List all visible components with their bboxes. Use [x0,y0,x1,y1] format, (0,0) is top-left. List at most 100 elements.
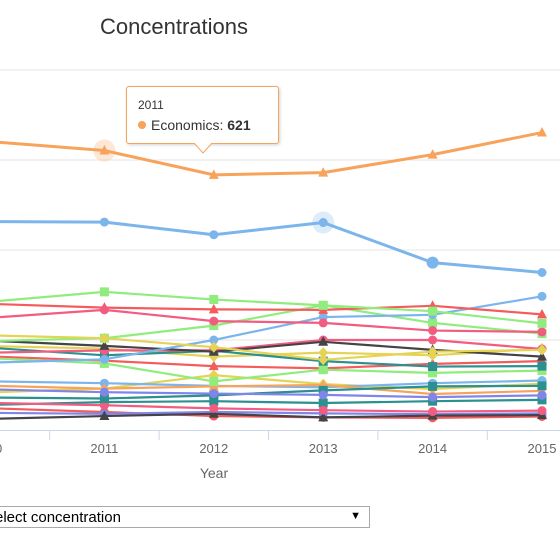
data-point[interactable] [209,376,219,386]
series-line [0,220,544,274]
data-point[interactable] [209,389,219,399]
data-point[interactable] [208,408,219,418]
data-point[interactable] [318,347,329,359]
tooltip-row: Economics: 621 [138,117,251,133]
series-line [0,357,544,383]
data-point[interactable] [208,303,219,314]
series-line [0,334,544,361]
data-point[interactable] [318,318,328,328]
data-point[interactable] [428,326,438,336]
concentration-select-value: elect concentration [0,509,121,526]
x-tick-label: 2012 [199,441,228,456]
data-point[interactable] [537,127,547,137]
series-line [0,407,544,419]
data-point[interactable] [99,305,109,315]
data-point[interactable] [428,407,438,417]
data-point[interactable] [318,300,328,310]
data-point[interactable] [428,335,438,345]
data-point[interactable] [318,405,328,415]
data-point[interactable] [99,387,109,397]
data-point[interactable] [428,381,438,391]
data-point[interactable] [99,332,110,344]
chevron-down-icon: ▼ [350,510,361,522]
data-point[interactable] [427,346,438,358]
x-tick-label: 2013 [309,441,338,456]
x-tick-label: 2011 [90,441,118,456]
data-point[interactable] [537,268,547,277]
series-lines [0,127,547,423]
series-12 [0,357,547,386]
data-point[interactable] [428,306,438,316]
concentration-select[interactable]: elect concentration ▼ [0,506,370,528]
data-point[interactable] [318,167,329,177]
chart-title: Concentrations [100,14,248,39]
data-point[interactable] [428,318,438,328]
data-point[interactable] [427,149,438,159]
series-3 [0,305,547,337]
data-point[interactable] [209,396,219,406]
data-point[interactable] [426,256,439,269]
tooltip-value: 621 [227,117,251,133]
data-point[interactable] [537,318,547,328]
data-point[interactable] [537,327,547,337]
data-point[interactable] [209,335,219,345]
series-line [0,295,544,364]
data-point[interactable] [209,295,219,304]
tooltip-series-dot-icon [138,121,146,129]
data-point[interactable] [99,394,109,403]
series-0 [0,127,547,179]
series-1 [0,211,547,277]
data-point[interactable] [209,316,219,326]
data-point[interactable] [428,368,438,378]
data-point[interactable] [537,291,547,301]
data-point[interactable] [318,336,329,346]
series-14 [0,387,547,402]
series-2 [0,287,547,328]
data-point[interactable] [318,390,328,400]
x-axis: 10 2011 2012 2013 2014 2015 [0,430,560,456]
data-point[interactable] [99,217,109,227]
data-point[interactable] [208,169,219,179]
data-point[interactable] [99,145,110,155]
x-tick-label: 2015 [528,441,557,456]
data-point[interactable] [318,354,329,366]
data-point[interactable] [318,365,328,375]
series-4 [0,332,547,366]
data-point[interactable] [99,340,110,350]
series-line [0,383,544,396]
data-point[interactable] [209,230,219,240]
data-point[interactable] [318,218,328,228]
data-point[interactable] [537,381,547,391]
data-point[interactable] [537,308,547,319]
tooltip-series-name: Economics [151,117,220,133]
series-line [0,410,544,416]
data-point[interactable] [428,362,438,372]
series-line [0,308,544,333]
data-point[interactable] [99,287,109,297]
tooltip-pointer [194,143,212,154]
data-point[interactable] [537,390,547,400]
data-point[interactable] [99,410,110,421]
data-point[interactable] [99,354,109,364]
data-point[interactable] [428,392,438,402]
series-19 [0,400,547,417]
series-line [0,388,544,399]
x-tick-label: 10 [0,441,2,456]
data-point[interactable] [537,361,547,371]
series-line [0,402,544,413]
grid-lines [0,69,560,341]
data-point[interactable] [537,344,547,356]
data-point[interactable] [208,341,219,353]
data-point[interactable] [208,360,219,371]
series-6 [0,291,547,364]
series-line [0,338,544,354]
tooltip-header: 2011 [138,98,164,112]
data-point[interactable] [209,403,219,413]
data-point[interactable] [537,351,547,361]
tooltip-separator: : [219,117,228,133]
data-point[interactable] [318,398,328,408]
data-point[interactable] [537,406,547,416]
data-point[interactable] [318,411,329,422]
series-line [0,412,544,420]
